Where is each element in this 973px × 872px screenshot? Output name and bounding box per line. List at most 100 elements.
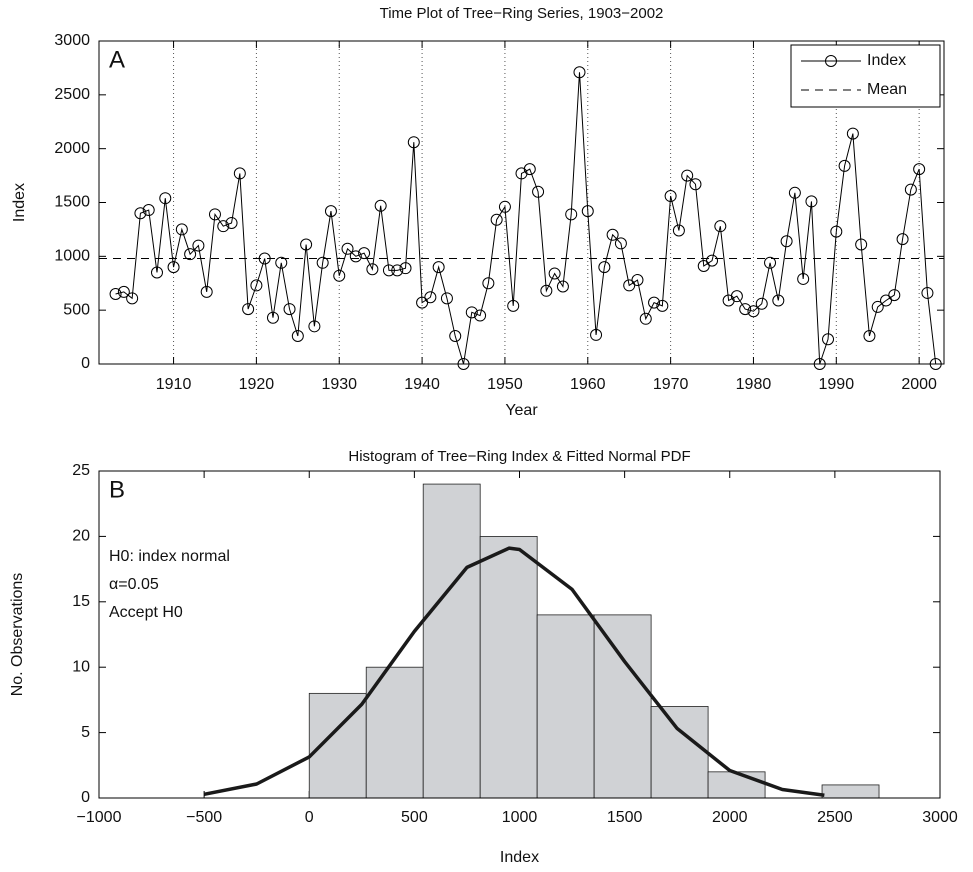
index-point [730,290,743,303]
y-tick-label: 10 [72,658,90,675]
index-point [556,280,569,293]
index-point [921,286,934,299]
x-tick-label: 2500 [817,809,853,826]
index-point [871,300,884,313]
index-point [192,239,205,252]
index-point [672,224,685,237]
index-point [614,237,627,250]
x-axis-label: Year [505,402,538,419]
index-point [432,261,445,274]
index-point [581,205,594,218]
index-point [109,288,122,301]
y-tick-label: 500 [63,301,90,318]
index-point [242,303,255,316]
x-tick-label: 3000 [922,809,958,826]
index-point [225,216,238,229]
index-point [440,292,453,305]
index-point [167,261,180,274]
index-point [523,163,536,176]
index-point [598,261,611,274]
index-point [316,256,329,269]
index-point [648,296,661,309]
index-point [416,296,429,309]
normal-fit-curve [203,546,825,797]
index-point [126,292,139,305]
x-tick-label: 1940 [404,376,440,393]
index-point [200,285,213,298]
y-tick-label: 15 [72,593,90,610]
histogram-bar [593,614,652,799]
histogram-bar [422,483,481,799]
index-point [548,267,561,280]
index-point [896,233,909,246]
index-point [846,127,859,140]
index-point [714,220,727,233]
index-point [233,167,246,180]
axes-frame [98,470,941,799]
index-point [706,254,719,267]
histogram-bar [821,784,880,799]
x-tick-label: 0 [305,809,314,826]
index-point [532,185,545,198]
index-point [117,285,130,298]
index-point [300,238,313,251]
index-point [863,330,876,343]
x-tick-label: 1910 [156,376,192,393]
index-point [366,263,379,276]
index-point [631,274,644,287]
histogram-bar [650,706,709,799]
index-point [904,183,917,196]
index-point [623,279,636,292]
chart-title: Histogram of Tree−Ring Index & Fitted No… [348,448,690,465]
index-point [291,330,304,343]
axes-frame [98,40,945,365]
y-tick-label: 25 [72,462,90,479]
index-point [391,264,404,277]
index-point [888,289,901,302]
index-point [333,269,346,282]
index-point [159,192,172,205]
index-point [664,190,677,203]
index-point [150,266,163,279]
index-point [341,242,354,255]
index-point [498,200,511,213]
annotation: α=0.05 [109,576,159,593]
legend-box [790,44,941,108]
index-point [217,220,230,233]
x-tick-label: 1920 [239,376,275,393]
index-point [283,303,296,316]
x-tick-label: 1930 [321,376,357,393]
index-point [184,248,197,261]
index-point [656,299,669,312]
annotation: Accept H0 [109,604,183,621]
x-axis-label: Index [500,849,539,866]
x-tick-label: 1950 [487,376,523,393]
index-point [573,66,586,79]
x-tick-label: 2000 [901,376,937,393]
index-point [399,262,412,275]
index-point [797,272,810,285]
x-tick-label: −500 [186,809,222,826]
index-point [689,178,702,191]
legend-marker [825,55,837,67]
index-point [142,204,155,217]
index-point [324,205,337,218]
index-point [739,303,752,316]
index-point [474,309,487,322]
index-point [565,208,578,221]
index-point [308,320,321,333]
x-tick-label: 1990 [819,376,855,393]
histogram-bar [479,536,538,799]
index-point [490,213,503,226]
index-point [606,228,619,241]
x-tick-label: 2000 [712,809,748,826]
index-point [805,195,818,208]
chart-title: Time Plot of Tree−Ring Series, 1903−2002 [380,5,664,22]
index-point [465,306,478,319]
y-axis-label: Index [11,183,28,222]
index-point [681,169,694,182]
y-tick-label: 2000 [54,140,90,157]
y-tick-label: 0 [81,789,90,806]
index-point [880,294,893,307]
